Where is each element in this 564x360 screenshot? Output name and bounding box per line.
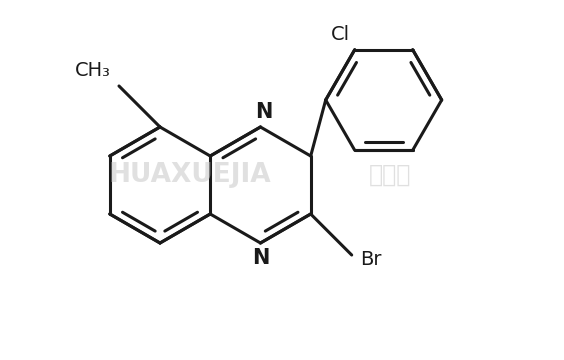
Text: HUAXUEJIA: HUAXUEJIA (109, 162, 271, 188)
Text: N: N (252, 248, 269, 268)
Text: Br: Br (360, 249, 381, 269)
Text: Cl: Cl (331, 25, 350, 44)
Text: CH₃: CH₃ (75, 61, 111, 80)
Text: N: N (255, 102, 272, 122)
Text: 化学加: 化学加 (369, 163, 411, 187)
